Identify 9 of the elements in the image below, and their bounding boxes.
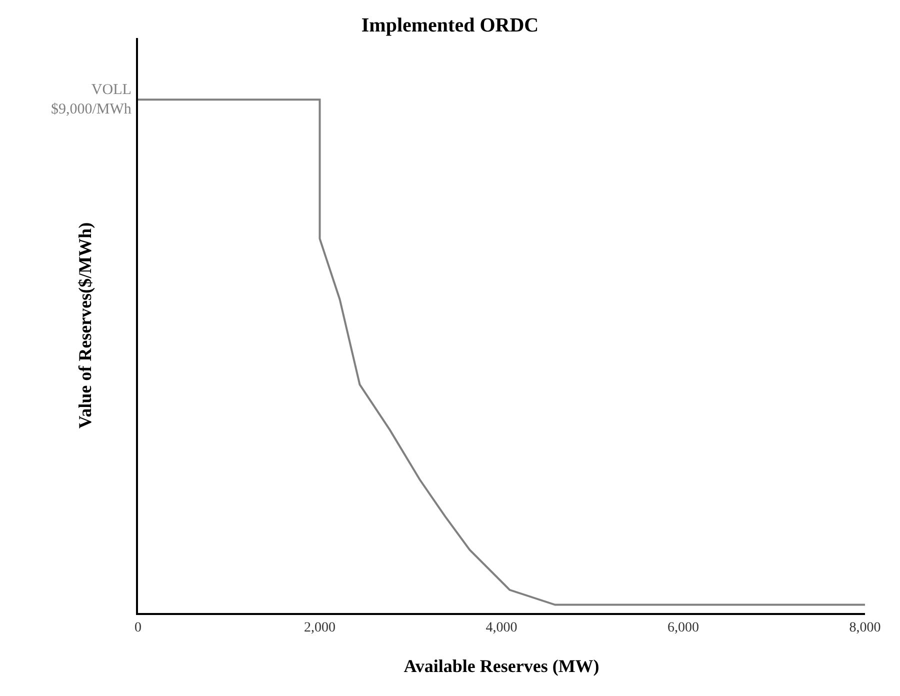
chart-title: Implemented ORDC [361,14,539,36]
y-axis-title: Value of Reserves($/MWh) [74,222,95,429]
x-tick-label: 6,000 [668,620,699,636]
x-axis-title: Available Reserves (MW) [404,656,600,676]
x-tick-label: 4,000 [486,620,518,636]
text: VOLL $9,000/MWh [51,82,132,118]
x-tick-label: 8,000 [849,620,881,636]
x-tick-label: 0 [134,620,142,636]
x-tick-label: 2,000 [304,620,336,636]
